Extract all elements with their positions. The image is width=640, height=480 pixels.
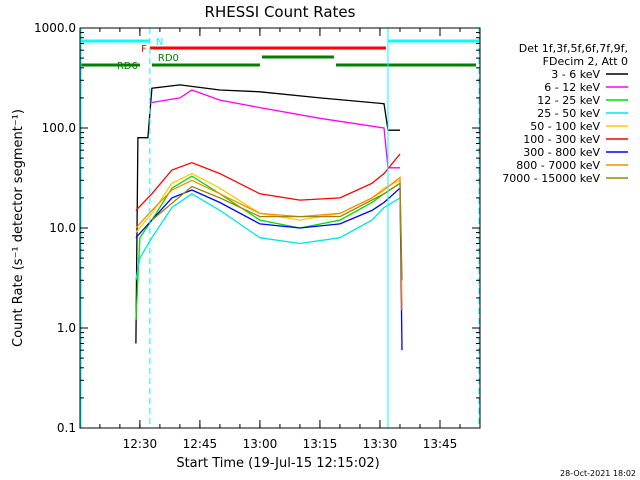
x-tick-label: 13:45 [423, 437, 458, 451]
legend-subheader: FDecim 2, Att 0 [543, 55, 628, 68]
series-line-1 [135, 84, 400, 344]
status-bar-label: F [141, 44, 147, 55]
chart-title: RHESSI Count Rates [205, 3, 356, 21]
series-line-8 [135, 176, 403, 311]
x-tick-label: 13:30 [363, 437, 398, 451]
legend-entry-label: 50 - 100 keV [530, 120, 600, 133]
y-tick-label: 1000.0 [34, 21, 76, 35]
status-bar-label: RD0 [158, 53, 179, 64]
legend-entry-label: 300 - 800 keV [523, 146, 600, 159]
series-line-9 [151, 182, 403, 281]
status-bar-label: N [156, 37, 163, 48]
x-tick-label: 12:45 [183, 437, 218, 451]
legend-entry-label: 7000 - 15000 keV [502, 172, 600, 185]
y-tick-label: 100.0 [42, 121, 76, 135]
y-axis-label: Count Rate (s⁻¹ detector segment⁻¹) [11, 109, 26, 347]
x-tick-label: 13:15 [303, 437, 338, 451]
legend-entry-label: 800 - 7000 keV [516, 159, 600, 172]
legend: Det 1f,3f,5f,6f,7f,9f,FDecim 2, Att 03 -… [502, 42, 628, 185]
series-line-6 [135, 153, 401, 211]
y-tick-label: 0.1 [57, 421, 76, 435]
status-bars-layer: NF RD0 RD6 [80, 37, 480, 72]
x-tick-label: 12:30 [123, 437, 158, 451]
y-tick-label: 10.0 [49, 221, 76, 235]
status-bar-label: RD6 [117, 61, 138, 72]
axes-layer: 12:30 12:45 13:00 13:15 13:30 13:45 0.1 1.0 10.0… [34, 21, 481, 451]
generation-timestamp: 28-Oct-2021 18:02 [560, 469, 636, 478]
legend-entry-label: 12 - 25 keV [537, 94, 600, 107]
legend-entry-label: 100 - 300 keV [523, 133, 600, 146]
legend-header: Det 1f,3f,5f,6f,7f,9f, [519, 42, 628, 55]
legend-entry-label: 3 - 6 keV [551, 68, 600, 81]
x-axis-label: Start Time (19-Jul-15 12:15:02) [176, 456, 379, 471]
legend-entry-label: 25 - 50 keV [537, 107, 600, 120]
series-line-7 [135, 186, 403, 351]
y-tick-label: 1.0 [57, 321, 76, 335]
series-line-2 [151, 89, 400, 169]
x-tick-label: 13:00 [243, 437, 278, 451]
legend-entry-label: 6 - 12 keV [544, 81, 600, 94]
